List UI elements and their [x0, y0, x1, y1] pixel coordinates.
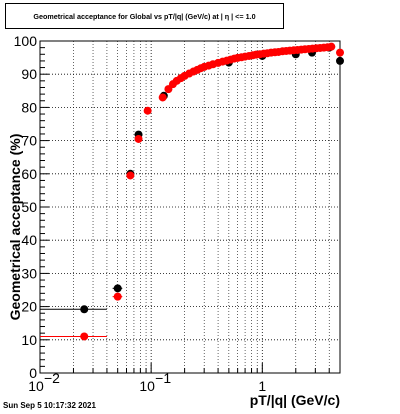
x-tick-exponent: −1 — [155, 370, 171, 386]
y-axis-label: Geometrical acceptance (%) — [7, 134, 23, 321]
y-tick-label: 50 — [21, 199, 37, 215]
data-point — [80, 332, 89, 341]
x-tick-exponent: −2 — [44, 370, 60, 386]
data-point — [80, 305, 89, 314]
data-series — [40, 42, 344, 341]
data-point — [336, 56, 344, 65]
y-tick-label: 0 — [29, 365, 37, 381]
data-point — [113, 292, 122, 301]
data-point — [143, 106, 152, 115]
grid-lines — [40, 41, 340, 373]
x-tick-label: 10 — [28, 378, 44, 394]
y-tick-label: 90 — [21, 66, 37, 82]
x-tick-label: 1 — [258, 378, 266, 394]
axes — [39, 40, 341, 374]
x-tick-label: 10 — [139, 378, 155, 394]
series-1 — [40, 42, 344, 341]
y-tick-label: 100 — [14, 33, 38, 49]
y-tick-label: 10 — [21, 332, 37, 348]
data-point — [126, 171, 135, 180]
y-tick-label: 20 — [21, 299, 37, 315]
y-tick-label: 40 — [21, 232, 37, 248]
x-axis-label: pT/|q| (GeV/c) — [250, 392, 340, 408]
data-point — [134, 134, 143, 143]
y-tick-label: 30 — [21, 265, 37, 281]
y-tick-label: 70 — [21, 133, 37, 149]
data-point — [327, 42, 336, 51]
data-point — [158, 93, 167, 102]
chart-title: Geometrical acceptance for Global vs pT/… — [5, 3, 284, 29]
data-point — [113, 284, 122, 293]
timestamp: Sun Sep 5 10:17:32 2021 — [3, 401, 96, 410]
series-0 — [40, 43, 344, 314]
y-tick-label: 80 — [21, 99, 37, 115]
data-point — [336, 48, 344, 57]
y-tick-label: 60 — [21, 166, 37, 182]
